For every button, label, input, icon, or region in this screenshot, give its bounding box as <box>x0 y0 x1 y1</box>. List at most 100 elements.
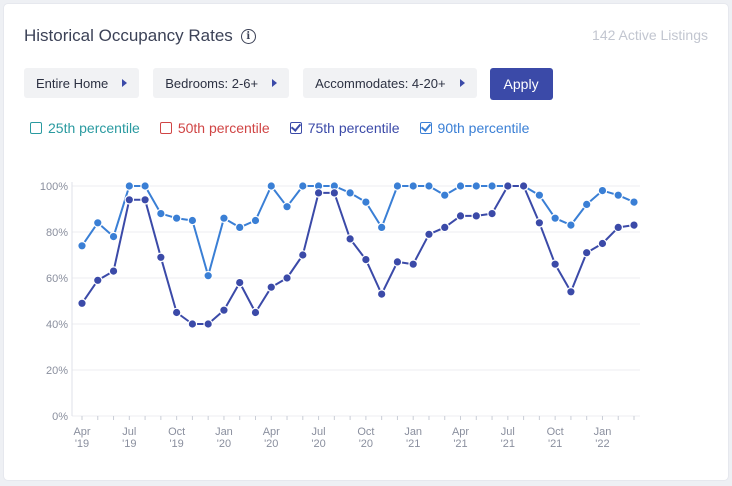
property-type-dropdown[interactable]: Entire Home <box>24 68 140 98</box>
data-point[interactable] <box>297 181 308 191</box>
info-icon[interactable]: i <box>240 28 256 44</box>
legend-90th[interactable]: 90th percentile <box>419 120 530 136</box>
data-point[interactable] <box>140 195 150 205</box>
data-point[interactable] <box>313 188 324 198</box>
data-point[interactable] <box>376 289 387 299</box>
data-point[interactable] <box>329 188 340 198</box>
data-point[interactable] <box>392 181 403 191</box>
data-point[interactable] <box>534 190 545 200</box>
card-header: Historical Occupancy Rates i <box>24 26 256 46</box>
data-point[interactable] <box>392 257 403 267</box>
data-point[interactable] <box>250 215 261 226</box>
data-point[interactable] <box>629 220 639 230</box>
data-point[interactable] <box>455 211 466 221</box>
data-point[interactable] <box>471 211 482 221</box>
x-tick-label: Jan <box>594 426 612 438</box>
data-point[interactable] <box>156 208 166 219</box>
x-tick-label: Jan <box>215 426 233 438</box>
legend-50th[interactable]: 50th percentile <box>159 120 270 136</box>
x-tick-label: Jul <box>312 426 326 438</box>
data-point[interactable] <box>613 222 624 233</box>
data-point[interactable] <box>566 286 576 297</box>
data-point[interactable] <box>124 181 135 191</box>
checkbox-icon[interactable] <box>159 122 172 134</box>
data-point[interactable] <box>439 222 450 233</box>
data-point[interactable] <box>455 181 466 191</box>
data-point[interactable] <box>361 197 371 207</box>
active-listings-count: 142 Active Listings <box>592 27 708 43</box>
data-point[interactable] <box>345 188 355 198</box>
caret-right-icon <box>122 79 128 87</box>
legend-75th[interactable]: 75th percentile <box>289 120 400 136</box>
data-point[interactable] <box>92 275 103 286</box>
checkbox-icon[interactable] <box>30 122 42 134</box>
data-point[interactable] <box>503 181 513 191</box>
data-point[interactable] <box>534 218 545 228</box>
data-point[interactable] <box>266 282 277 292</box>
caret-right-icon <box>272 79 278 87</box>
x-tick-label-year: '19 <box>75 438 89 450</box>
data-point[interactable] <box>597 185 608 196</box>
data-point[interactable] <box>266 181 277 191</box>
y-tick-label: 0% <box>52 411 68 423</box>
legend-label: 25th percentile <box>48 120 140 136</box>
data-point[interactable] <box>77 241 87 251</box>
data-point[interactable] <box>408 259 418 269</box>
data-point[interactable] <box>187 319 198 329</box>
data-point[interactable] <box>408 181 418 191</box>
x-tick-label-year: '20 <box>264 438 278 450</box>
accommodates-dropdown[interactable]: Accommodates: 4-20+ <box>303 68 477 98</box>
data-point[interactable] <box>424 229 434 240</box>
series-90th-percentile <box>77 181 639 281</box>
data-point[interactable] <box>156 252 166 263</box>
data-point[interactable] <box>234 277 245 288</box>
data-point[interactable] <box>203 270 213 281</box>
apply-button[interactable]: Apply <box>489 68 553 100</box>
data-point[interactable] <box>597 238 608 249</box>
data-point[interactable] <box>581 247 592 258</box>
data-point[interactable] <box>361 254 371 265</box>
data-point[interactable] <box>282 273 292 283</box>
data-point[interactable] <box>171 213 182 223</box>
data-point[interactable] <box>203 319 213 329</box>
legend-25th[interactable]: 25th percentile <box>30 120 140 136</box>
y-tick-label: 100% <box>40 181 68 193</box>
data-point[interactable] <box>140 181 150 191</box>
data-point[interactable] <box>550 259 560 269</box>
data-point[interactable] <box>171 307 182 318</box>
filter-bar: Entire Home Bedrooms: 2-6+ Accommodates:… <box>24 68 553 100</box>
data-point[interactable] <box>629 197 639 207</box>
data-point[interactable] <box>581 199 592 210</box>
data-point[interactable] <box>566 220 576 230</box>
data-point[interactable] <box>518 181 529 191</box>
data-point[interactable] <box>234 222 245 233</box>
data-point[interactable] <box>124 195 135 205</box>
data-point[interactable] <box>297 250 308 260</box>
data-point[interactable] <box>187 215 198 226</box>
bedrooms-dropdown[interactable]: Bedrooms: 2-6+ <box>153 68 290 98</box>
data-point[interactable] <box>487 208 497 219</box>
data-point[interactable] <box>219 213 229 223</box>
data-point[interactable] <box>345 234 355 244</box>
data-point[interactable] <box>108 231 119 242</box>
data-point[interactable] <box>250 307 261 318</box>
data-point[interactable] <box>282 201 292 212</box>
legend-label: 90th percentile <box>437 120 530 136</box>
checkbox-checked-icon[interactable] <box>289 122 302 134</box>
checkbox-checked-icon[interactable] <box>419 122 432 134</box>
data-point[interactable] <box>424 181 434 191</box>
data-point[interactable] <box>439 190 450 200</box>
data-point[interactable] <box>77 298 87 309</box>
data-point[interactable] <box>108 266 119 276</box>
chart-series <box>77 181 639 329</box>
data-point[interactable] <box>376 222 387 233</box>
data-point[interactable] <box>219 305 229 315</box>
x-tick-label: Apr <box>263 426 280 438</box>
data-point[interactable] <box>613 190 624 200</box>
data-point[interactable] <box>550 213 560 223</box>
data-point[interactable] <box>92 218 103 228</box>
occupancy-card: Historical Occupancy Rates i 142 Active … <box>4 4 728 480</box>
x-tick-label-year: '19 <box>169 438 183 450</box>
data-point[interactable] <box>487 181 497 191</box>
data-point[interactable] <box>471 181 482 191</box>
